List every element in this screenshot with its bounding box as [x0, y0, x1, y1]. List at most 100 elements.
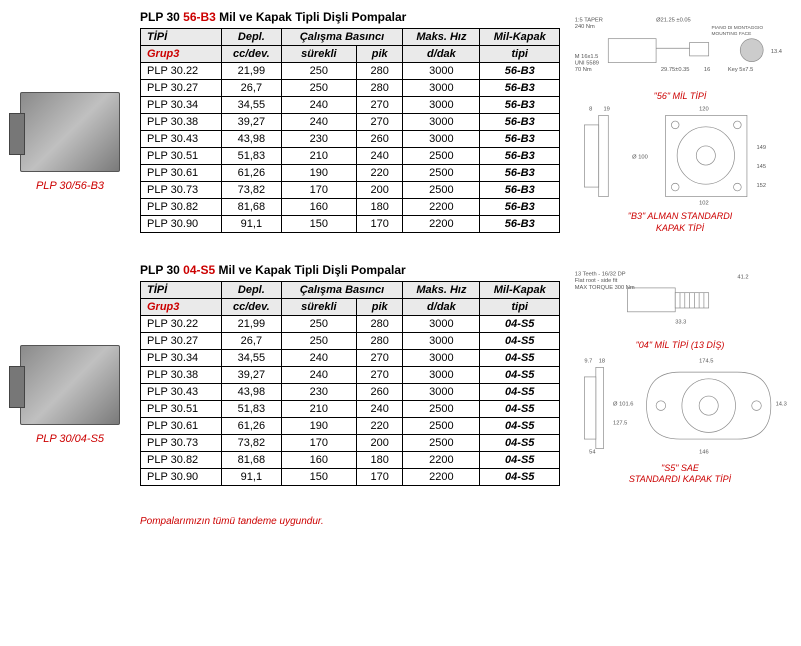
svg-text:8: 8: [589, 107, 592, 113]
table-cell: PLP 30.82: [141, 452, 222, 469]
table-row: PLP 30.2726,7250280300004-S5: [141, 333, 560, 350]
rows-body-1: PLP 30.2221,99250280300056-B3PLP 30.2726…: [141, 63, 560, 233]
table-cell: 56-B3: [480, 199, 560, 216]
h2c1-2: cc/dev.: [222, 299, 282, 316]
table-cell: PLP 30.34: [141, 350, 222, 367]
table-cell: PLP 30.82: [141, 199, 222, 216]
table-cell: 34,55: [222, 350, 282, 367]
table-cell: 3000: [403, 316, 480, 333]
table-cell: 240: [357, 148, 403, 165]
svg-text:19: 19: [603, 107, 609, 113]
svg-text:41.2: 41.2: [737, 275, 748, 281]
table-cell: 260: [357, 384, 403, 401]
table-cell: PLP 30.51: [141, 148, 222, 165]
table-cell: 250: [281, 333, 356, 350]
diagram-2a: 13 Teeth - 16/32 DP Flat root - side fit…: [570, 264, 790, 351]
spec-table-1: TİPİ Depl. Çalışma Basıncı Maks. Hız Mil…: [140, 28, 560, 233]
table-cell: 56-B3: [480, 165, 560, 182]
table-cell: 3000: [403, 367, 480, 384]
table-row: PLP 30.5151,83210240250056-B3: [141, 148, 560, 165]
h1c1-2: Depl.: [222, 282, 282, 299]
table-cell: 21,99: [222, 316, 282, 333]
h2c2a-2: sürekli: [281, 299, 356, 316]
table-cell: 2200: [403, 452, 480, 469]
table-row: PLP 30.3434,55240270300004-S5: [141, 350, 560, 367]
table-cell: PLP 30.61: [141, 418, 222, 435]
table-cell: 51,83: [222, 401, 282, 418]
table-cell: 3000: [403, 114, 480, 131]
svg-text:Flat root - side fit: Flat root - side fit: [575, 279, 618, 285]
svg-text:54: 54: [589, 450, 596, 456]
table-cell: 21,99: [222, 63, 282, 80]
table-cell: 180: [357, 452, 403, 469]
diagram-1a: 1:5 TAPER 240 Nm Ø21.25 ±0.05 PIANO DI M…: [570, 10, 790, 101]
svg-text:13.4: 13.4: [771, 49, 783, 55]
h2c2b: pik: [357, 46, 403, 63]
pump-image-col-2: PLP 30/04-S5: [0, 263, 140, 486]
table-cell: 220: [357, 165, 403, 182]
svg-text:Ø 100: Ø 100: [632, 155, 648, 161]
table-cell: 160: [281, 199, 356, 216]
svg-text:152: 152: [757, 183, 767, 189]
table-cell: 170: [281, 182, 356, 199]
table-cell: 43,98: [222, 131, 282, 148]
title-red-2: 04-S5: [183, 263, 215, 277]
table-cell: PLP 30.38: [141, 114, 222, 131]
table-cell: 230: [281, 384, 356, 401]
pump-image-col: PLP 30/56-B3: [0, 10, 140, 233]
table-row: PLP 30.7373,82170200250056-B3: [141, 182, 560, 199]
svg-text:174.5: 174.5: [699, 359, 713, 365]
svg-text:70 Nm: 70 Nm: [575, 67, 592, 73]
table-cell: 51,83: [222, 148, 282, 165]
table-cell: 2500: [403, 435, 480, 452]
svg-text:145: 145: [757, 164, 767, 170]
table-cell: 200: [357, 435, 403, 452]
table-cell: 61,26: [222, 418, 282, 435]
table-cell: 260: [357, 131, 403, 148]
table-cell: PLP 30.43: [141, 384, 222, 401]
table-cell: 160: [281, 452, 356, 469]
svg-text:Ø 101.6: Ø 101.6: [613, 402, 633, 408]
svg-text:MOUNTING FACE: MOUNTING FACE: [712, 31, 752, 37]
table-cell: 04-S5: [480, 435, 560, 452]
rows-body-2: PLP 30.2221,99250280300004-S5PLP 30.2726…: [141, 316, 560, 486]
table-cell: 240: [281, 350, 356, 367]
h1c2: Çalışma Basıncı: [281, 29, 403, 46]
svg-text:1:5 TAPER: 1:5 TAPER: [575, 17, 603, 23]
title-suffix: Mil ve Kapak Tipli Dişli Pompalar: [216, 10, 407, 24]
h1c0: TİPİ: [141, 29, 222, 46]
table-cell: 04-S5: [480, 333, 560, 350]
table-cell: 04-S5: [480, 384, 560, 401]
table-cell: 43,98: [222, 384, 282, 401]
svg-text:MAX TORQUE 300 Nm: MAX TORQUE 300 Nm: [575, 285, 635, 291]
table-cell: 3000: [403, 384, 480, 401]
table-cell: 3000: [403, 131, 480, 148]
table-cell: 3000: [403, 97, 480, 114]
table-cell: 73,82: [222, 182, 282, 199]
svg-text:Ø21.25 ±0.05: Ø21.25 ±0.05: [656, 17, 691, 23]
svg-text:13 Teeth - 16/32 DP: 13 Teeth - 16/32 DP: [575, 272, 626, 278]
svg-text:33.3: 33.3: [675, 320, 686, 326]
table-cell: 2500: [403, 401, 480, 418]
table-col-2: PLP 30 04-S5 Mil ve Kapak Tipli Dişli Po…: [140, 263, 560, 486]
table-cell: 190: [281, 165, 356, 182]
svg-text:120: 120: [699, 107, 709, 113]
table-cell: 56-B3: [480, 216, 560, 233]
pump-photo-2: [20, 345, 120, 425]
table-cell: 240: [281, 114, 356, 131]
table-cell: 39,27: [222, 114, 282, 131]
h2c0-2: Grup3: [147, 301, 179, 313]
h2c3-2: d/dak: [403, 299, 480, 316]
section-2: PLP 30/04-S5 PLP 30 04-S5 Mil ve Kapak T…: [0, 263, 791, 486]
title-2: PLP 30 04-S5 Mil ve Kapak Tipli Dişli Po…: [140, 263, 560, 277]
h1c0-2: TİPİ: [141, 282, 222, 299]
table-cell: 04-S5: [480, 350, 560, 367]
table-cell: 26,7: [222, 80, 282, 97]
svg-text:14.3: 14.3: [776, 402, 787, 408]
table-cell: 180: [357, 199, 403, 216]
h1c3-2: Maks. Hız: [403, 282, 480, 299]
h2c4-2: tipi: [480, 299, 560, 316]
table-cell: 210: [281, 401, 356, 418]
pump-photo-1: [20, 92, 120, 172]
table-cell: PLP 30.73: [141, 182, 222, 199]
